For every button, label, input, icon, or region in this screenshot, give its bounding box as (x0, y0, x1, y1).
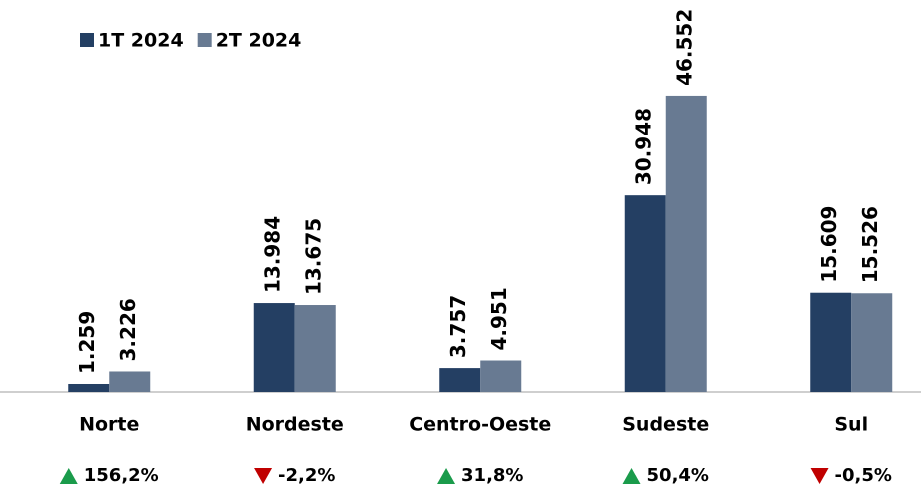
down-arrow (254, 468, 273, 484)
bar (624, 195, 666, 392)
category-label: Norte (79, 414, 139, 436)
bar (480, 360, 522, 392)
value-label: 4.951 (487, 287, 511, 350)
value-label: 13.984 (261, 216, 285, 293)
legend-swatch (197, 33, 212, 47)
value-label: 1.259 (75, 311, 99, 374)
bar (294, 305, 336, 392)
value-label: 15.609 (817, 206, 841, 283)
value-label: 3.757 (446, 295, 470, 358)
down-arrow (810, 468, 829, 484)
value-label: 13.675 (302, 218, 326, 295)
value-label: 46.552 (673, 9, 697, 86)
bar (109, 371, 151, 392)
bar (253, 303, 295, 392)
value-label: 15.526 (858, 206, 882, 283)
up-arrow (622, 468, 641, 484)
bar (665, 95, 707, 392)
change-label: 156,2% (84, 465, 159, 486)
change-label: -0,5% (835, 465, 892, 486)
value-label: 30.948 (632, 108, 656, 185)
up-arrow (59, 468, 78, 484)
legend-swatch (80, 33, 94, 47)
legend-label: 2T 2024 (216, 30, 302, 52)
bar (68, 383, 110, 392)
bar (851, 293, 893, 392)
up-arrow (437, 468, 456, 484)
change-label: 31,8% (461, 465, 523, 486)
change-label: 50,4% (647, 465, 709, 486)
legend-label: 1T 2024 (98, 30, 184, 52)
category-label: Nordeste (246, 414, 344, 436)
category-label: Centro-Oeste (409, 414, 551, 436)
bar (439, 368, 481, 392)
category-label: Sul (834, 414, 868, 436)
change-label: -2,2% (278, 465, 335, 486)
category-label: Sudeste (622, 414, 709, 436)
value-label: 3.226 (116, 298, 140, 361)
bar (810, 292, 852, 392)
